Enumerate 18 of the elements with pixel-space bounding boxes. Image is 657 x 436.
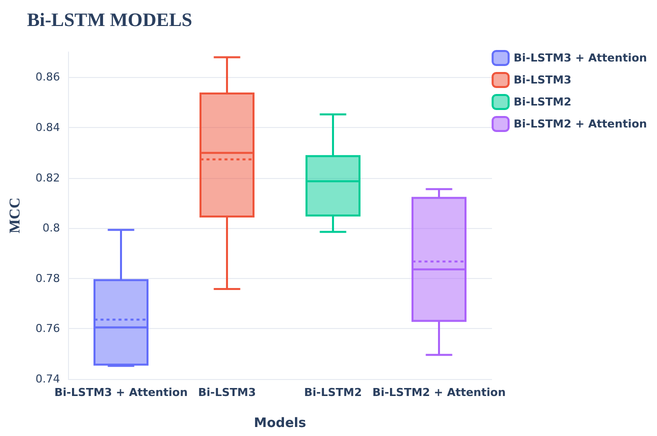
x-axis-title: Models [254,416,306,431]
chart-title: Bi-LSTM MODELS [27,10,192,31]
legend-label: Bi-LSTM3 [514,74,572,86]
x-tick-label: Bi-LSTM2 + Attention [372,386,506,399]
legend-label: Bi-LSTM3 + Attention [514,52,648,64]
legend-label: Bi-LSTM2 + Attention [514,118,648,130]
y-tick-label: 0.76 [36,322,60,336]
y-tick-label: 0.86 [36,70,60,84]
legend-label: Bi-LSTM2 [514,96,572,108]
x-tick-label: Bi-LSTM3 + Attention [54,386,188,399]
y-tick-label: 0.82 [36,171,60,184]
y-tick-label: 0.74 [36,372,60,386]
y-axis-title: MCC [8,198,24,234]
x-tick-label: Bi-LSTM2 [304,386,362,399]
y-tick-label: 0.78 [36,272,60,285]
y-tick-label: 0.8 [42,222,60,235]
y-tick-label: 0.84 [36,120,60,134]
x-tick-label: Bi-LSTM3 [198,386,256,399]
